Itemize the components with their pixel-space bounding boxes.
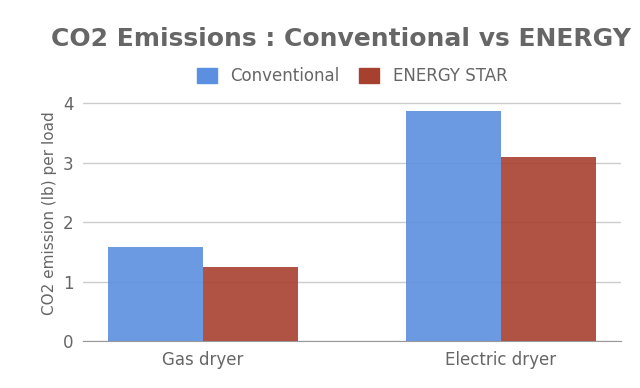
Bar — [501, 157, 596, 341]
Y-axis label: CO2 emission (lb) per load: CO2 emission (lb) per load — [42, 111, 58, 315]
Legend: Conventional, ENERGY STAR: Conventional, ENERGY STAR — [190, 61, 514, 92]
Text: CO2 Emissions : Conventional vs ENERGY STAR Dryer: CO2 Emissions : Conventional vs ENERGY S… — [51, 27, 640, 51]
Bar — [203, 267, 298, 341]
Bar — [108, 247, 203, 341]
Bar — [406, 111, 501, 341]
